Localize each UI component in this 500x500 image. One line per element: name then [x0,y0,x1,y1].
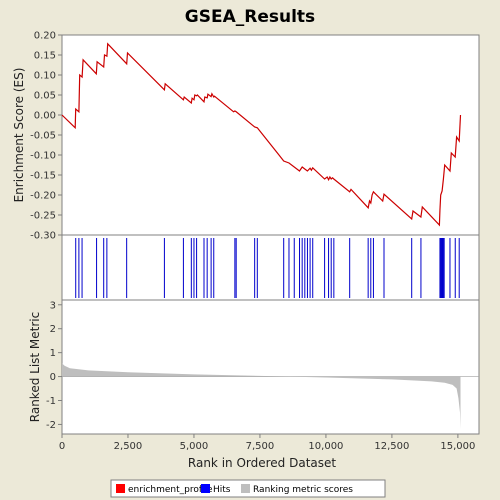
es-tick-label: -0.15 [30,171,56,182]
x-tick-label: 10,000 [308,441,343,452]
enrichment-profile-polyline [61,42,462,227]
es-tick-label: 0.10 [34,71,56,82]
es-tick-label: -0.05 [30,131,56,142]
es-axis: 0.20 0.15 0.10 0.05 0.00 -0.05 -0.10 -0.15 -0.20… [30,31,62,242]
es-tick-label: -0.10 [30,151,56,162]
metric-panel [61,299,480,435]
es-tick-label: 0.20 [34,31,56,42]
x-tick-label: 0 [59,441,65,452]
es-tick-label: -0.20 [30,191,56,202]
es-tick-label: 0.00 [34,111,56,122]
enrichment-profile-line [61,42,462,227]
x-tick-label: 12,500 [374,441,409,452]
metric-tick-label: 3 [50,300,56,311]
es-tick-label: 0.05 [34,91,56,102]
legend-label-hits: Hits [213,485,231,495]
metric-tick-label: 0 [50,372,56,383]
legend-swatch-enrichment-profile [116,484,125,493]
ranking-metric-area [62,363,479,430]
es-panel [61,34,480,236]
x-tick-label: 2,500 [114,441,143,452]
es-tick-label: 0.15 [34,51,56,62]
x-axis-label: Rank in Ordered Dataset [188,456,336,470]
metric-tick-label: -1 [46,396,56,407]
hits-panel [61,234,480,301]
es-axis-label: Enrichment Score (ES) [12,68,26,203]
x-tick-label: 15,000 [440,441,475,452]
legend-label-ranking-metric: Ranking metric scores [253,485,353,495]
es-tick-label: -0.30 [30,231,56,242]
x-tick-label: 7,500 [246,441,275,452]
es-tick-label: -0.25 [30,211,56,222]
metric-axis: 3 2 1 0 -1 -2 [46,300,62,431]
x-tick-label: 5,000 [180,441,209,452]
metric-tick-label: -2 [46,420,56,431]
x-axis: 0 2,500 5,000 7,500 10,000 12,500 15,000 [59,434,475,452]
metric-tick-label: 1 [50,348,56,359]
metric-tick-label: 2 [50,324,56,335]
legend-swatch-ranking-metric [241,484,250,493]
legend: enrichment_profile Hits Ranking metric s… [110,479,386,498]
chart-title: GSEA_Results [185,7,315,27]
hits-markers [75,238,460,298]
legend-swatch-hits [201,484,210,493]
metric-axis-label: Ranked List Metric [28,312,42,422]
legend-label-enrichment-profile: enrichment_profile [128,485,213,495]
